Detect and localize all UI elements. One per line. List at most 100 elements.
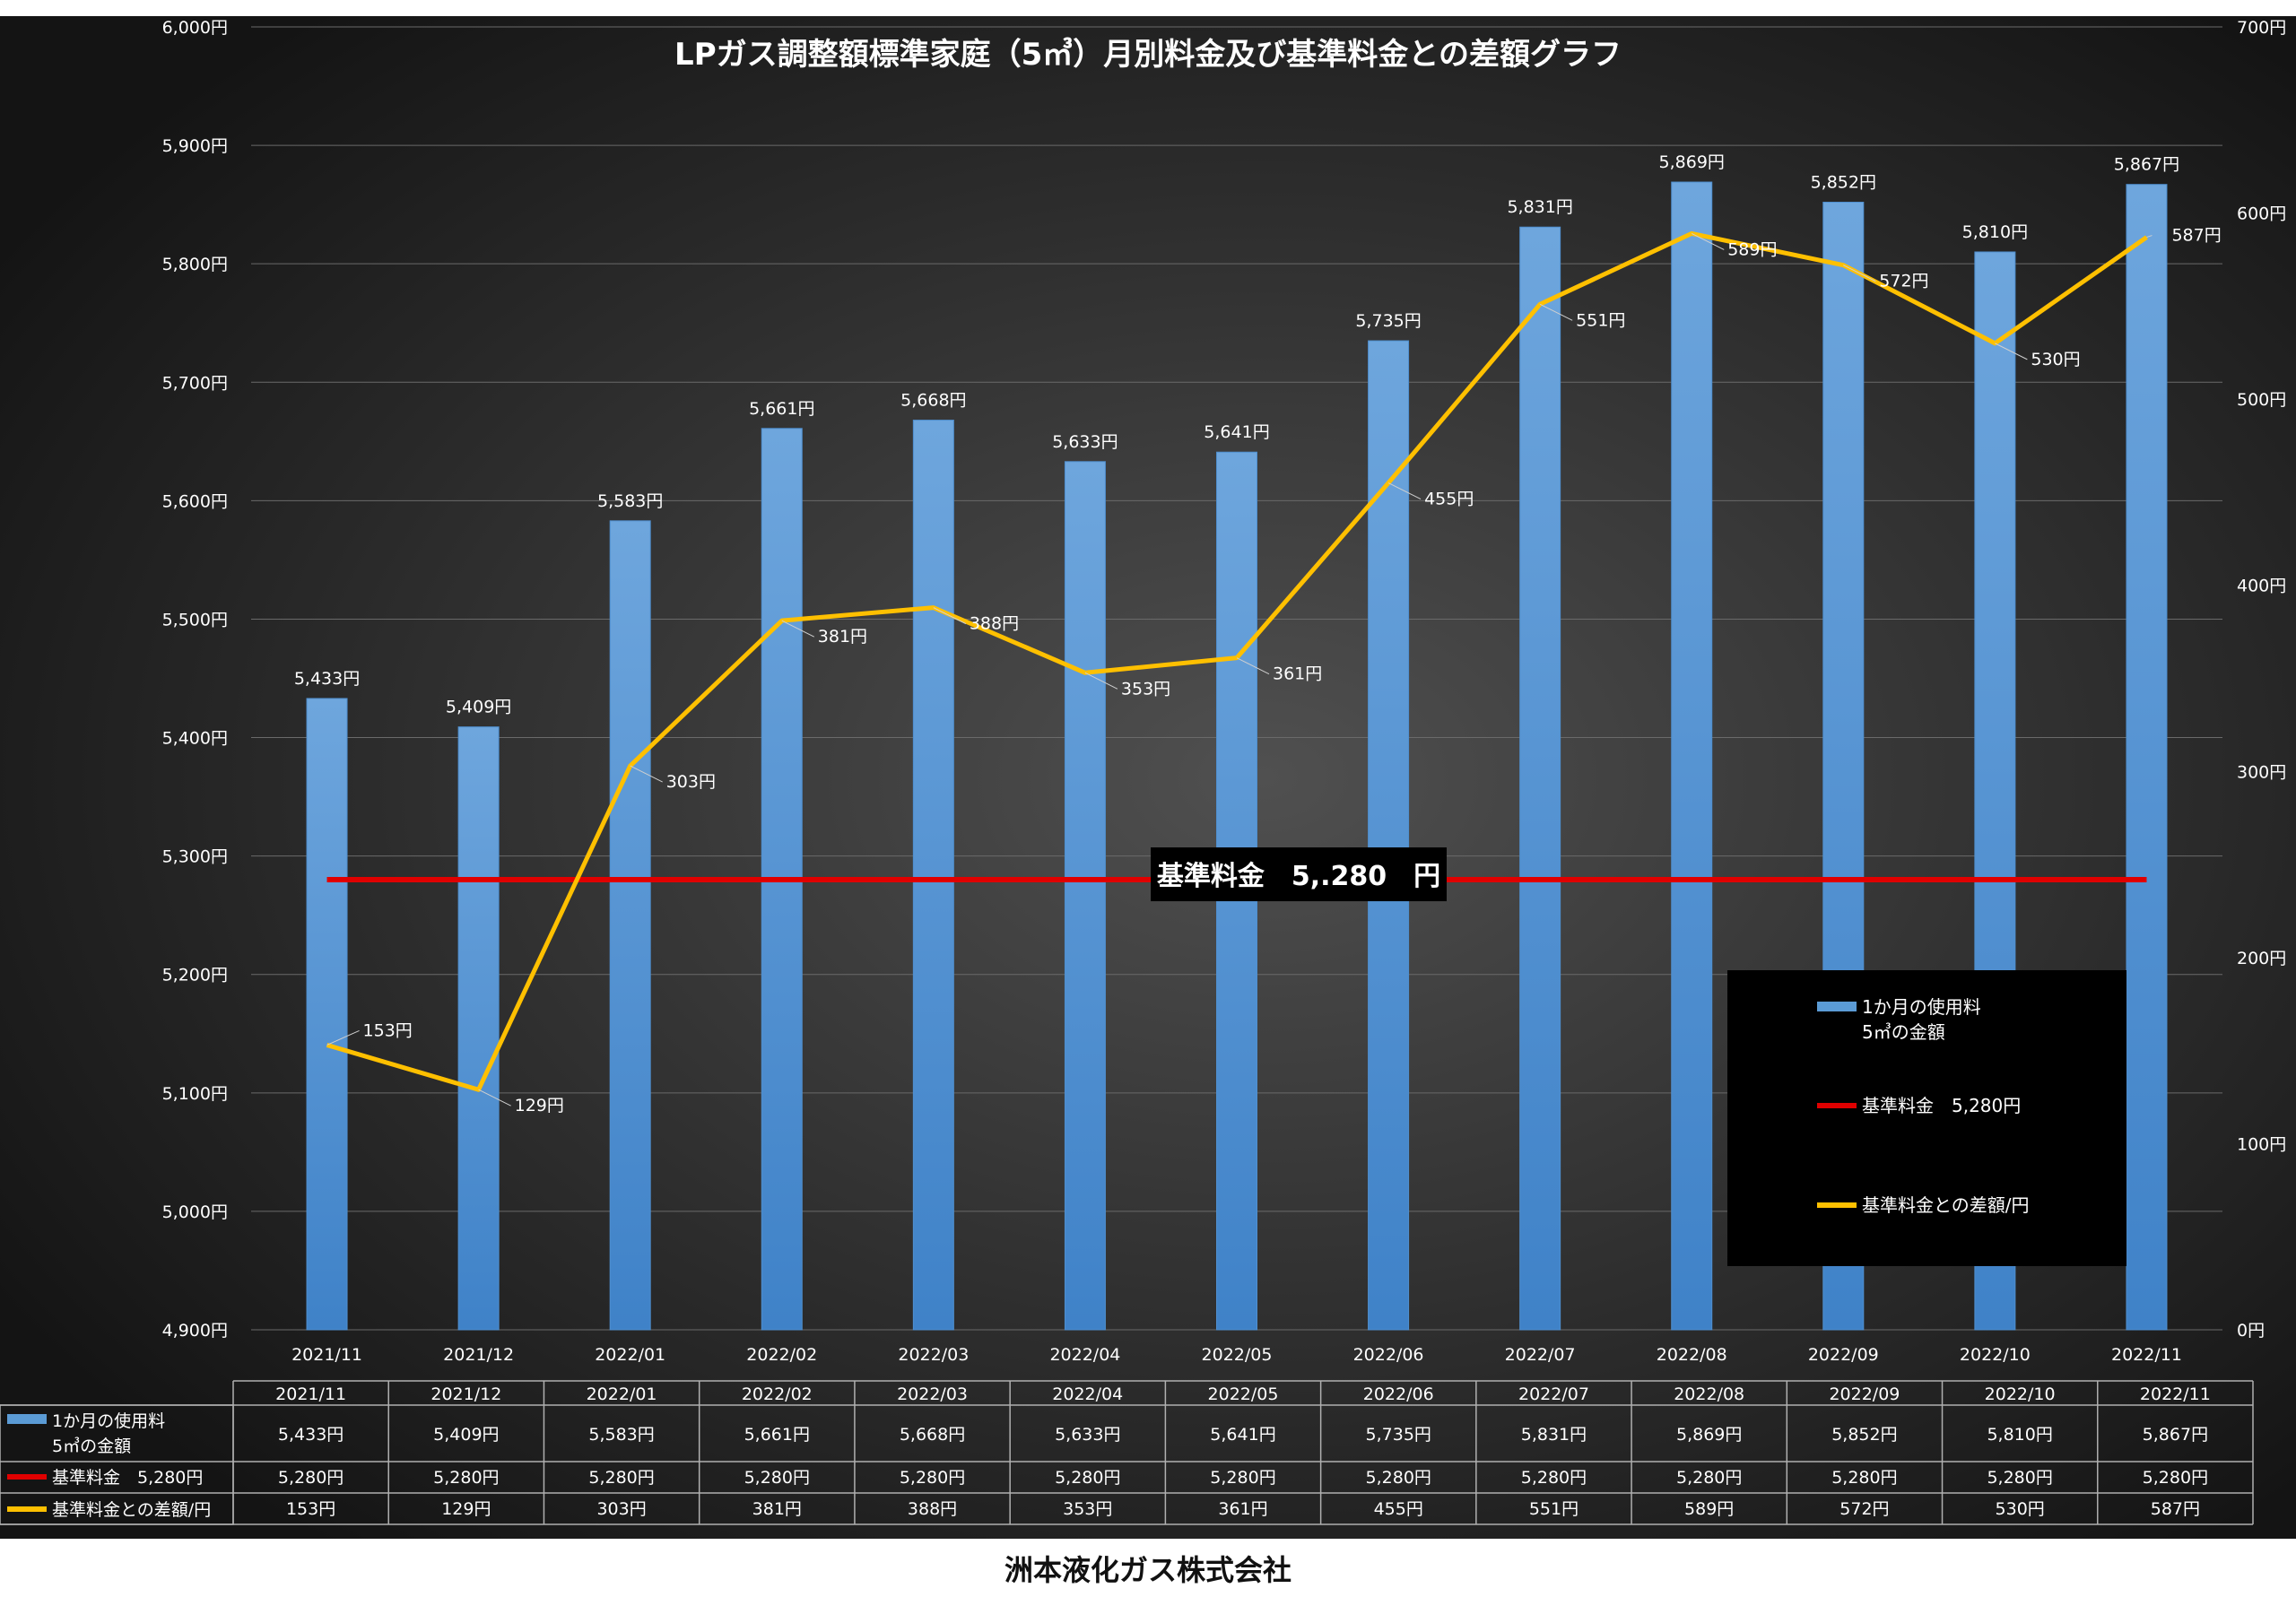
table-header-cell: 2022/09 xyxy=(1829,1384,1900,1404)
x-tick-label: 2022/07 xyxy=(1505,1345,1576,1365)
left-y-tick-label: 5,300円 xyxy=(162,847,228,867)
table-cell: 5,280円 xyxy=(1210,1468,1275,1488)
difference-data-label: 455円 xyxy=(1424,490,1474,509)
left-y-tick-label: 5,400円 xyxy=(162,729,228,749)
bar-data-label: 5,583円 xyxy=(597,491,663,511)
table-row-label-bar-line2: 5㎥の金額 xyxy=(52,1436,131,1456)
bar xyxy=(457,726,500,1331)
table-cell: 455円 xyxy=(1374,1499,1423,1519)
table-cell: 5,668円 xyxy=(900,1425,965,1445)
table-header-cell: 2022/08 xyxy=(1674,1384,1744,1404)
table-swatch-bar xyxy=(7,1414,47,1424)
legend-label-difference: 基準料金との差額/円 xyxy=(1862,1194,2030,1216)
leader-line xyxy=(933,607,967,625)
table-cell: 5,641円 xyxy=(1210,1425,1275,1445)
leader-line xyxy=(1084,672,1118,690)
legend-swatch-bar xyxy=(1817,1002,1857,1011)
right-y-tick-label: 0円 xyxy=(2237,1321,2265,1341)
table-row-label-base: 基準料金 5,280円 xyxy=(52,1468,203,1488)
difference-data-label: 353円 xyxy=(1121,679,1170,699)
leader-line xyxy=(326,1029,360,1046)
leader-line xyxy=(781,620,814,638)
right-y-tick-label: 400円 xyxy=(2237,577,2286,596)
table-cell: 551円 xyxy=(1529,1499,1578,1519)
annotation-text: 基準料金 5,.280 円 xyxy=(1157,861,1440,892)
right-y-tick-label: 700円 xyxy=(2237,18,2286,38)
table-cell: 153円 xyxy=(286,1499,335,1519)
bar xyxy=(2126,184,2168,1331)
left-y-axis: 4,900円 5,000円 5,100円 5,200円 5,300円 5,400円 5,50… xyxy=(162,18,228,1341)
difference-data-label: 572円 xyxy=(1879,272,1928,291)
table-cell: 5,280円 xyxy=(1676,1468,1742,1488)
x-tick-label: 2022/04 xyxy=(1049,1345,1120,1365)
bar xyxy=(1064,461,1106,1331)
bar-data-label: 5,433円 xyxy=(294,669,360,689)
bar-data-label: 5,661円 xyxy=(749,399,814,419)
right-y-tick-label: 600円 xyxy=(2237,204,2286,224)
table-header-cell: 2022/04 xyxy=(1052,1384,1123,1404)
difference-data-label: 388円 xyxy=(970,614,1019,634)
x-tick-label: 2022/08 xyxy=(1657,1345,1727,1365)
bar-data-label: 5,852円 xyxy=(1811,172,1876,192)
left-y-tick-label: 5,500円 xyxy=(162,610,228,629)
table-cell: 589円 xyxy=(1684,1499,1734,1519)
table-header-cell: 2022/03 xyxy=(897,1384,968,1404)
table-header-cell: 2022/07 xyxy=(1518,1384,1589,1404)
leader-line xyxy=(1387,482,1422,499)
table-cell: 587円 xyxy=(2151,1499,2200,1519)
table-cell: 5,280円 xyxy=(1987,1468,2052,1488)
bar xyxy=(306,698,348,1331)
table-cell: 5,280円 xyxy=(278,1468,344,1488)
leader-line xyxy=(1539,303,1573,321)
difference-data-label: 530円 xyxy=(2031,350,2080,369)
difference-data-label: 551円 xyxy=(1576,310,1625,330)
chart-title: LPガス調整額標準家庭（5㎥）月別料金及び基準料金との差額グラフ xyxy=(674,37,1622,73)
base-price-annotation: 基準料金 5,.280 円 xyxy=(1151,847,1447,902)
company-name: 洲本液化ガス株式会社 xyxy=(1004,1553,1292,1587)
x-axis: 2021/11 2021/12 2022/01 2022/02 2022/03 2022/… xyxy=(291,1345,2182,1365)
difference-data-label: 589円 xyxy=(1727,239,1777,259)
x-tick-label: 2021/12 xyxy=(443,1345,514,1365)
right-y-tick-label: 300円 xyxy=(2237,762,2286,782)
bar xyxy=(1519,226,1561,1331)
table-header-cell: 2022/06 xyxy=(1363,1384,1434,1404)
data-table: 2021/11 2021/12 2022/01 2022/02 2022/03 2022/… xyxy=(0,1380,2254,1525)
x-tick-label: 2022/09 xyxy=(1808,1345,1879,1365)
left-y-tick-label: 4,900円 xyxy=(162,1321,228,1341)
right-y-tick-label: 200円 xyxy=(2237,949,2286,968)
table-cell: 5,280円 xyxy=(1366,1468,1431,1488)
legend-label-bar-line2: 5㎥の金額 xyxy=(1862,1021,1945,1043)
bar-data-label: 5,831円 xyxy=(1507,197,1572,217)
table-header-cell: 2022/05 xyxy=(1208,1384,1279,1404)
table-cell: 5,433円 xyxy=(278,1425,344,1445)
difference-data-label: 129円 xyxy=(515,1096,564,1115)
left-y-tick-label: 6,000円 xyxy=(162,18,228,38)
left-y-tick-label: 5,200円 xyxy=(162,966,228,985)
difference-data-label: 587円 xyxy=(2171,226,2221,246)
leader-line xyxy=(1843,265,1876,282)
table-cell: 129円 xyxy=(441,1499,491,1519)
table-row-label-difference: 基準料金との差額/円 xyxy=(52,1500,211,1520)
bar xyxy=(1671,181,1713,1331)
table-header-cell: 2021/12 xyxy=(430,1384,501,1404)
right-y-axis: 0円 100円 200円 300円 400円 500円 600円 700円 xyxy=(2237,18,2286,1341)
annotation-box xyxy=(1151,847,1447,902)
table-cell: 5,735円 xyxy=(1366,1425,1431,1445)
table-cell: 5,280円 xyxy=(744,1468,810,1488)
bar-data-label: 5,810円 xyxy=(1962,222,2028,242)
x-tick-label: 2021/11 xyxy=(291,1345,362,1365)
table-cell: 5,583円 xyxy=(588,1425,654,1445)
difference-data-label: 153円 xyxy=(363,1020,413,1040)
right-y-tick-label: 500円 xyxy=(2237,390,2286,410)
table-header-cell: 2022/01 xyxy=(587,1384,657,1404)
bar-data-label: 5,409円 xyxy=(446,698,511,717)
table-cell: 5,280円 xyxy=(2143,1468,2208,1488)
leader-line xyxy=(630,765,663,783)
leader-line xyxy=(1692,232,1725,250)
left-y-tick-label: 5,100円 xyxy=(162,1084,228,1104)
bar-data-label: 5,641円 xyxy=(1204,422,1269,442)
table-row-label-bar: 1か月の使用料 xyxy=(52,1411,165,1431)
table-cell: 5,280円 xyxy=(1831,1468,1897,1488)
x-tick-label: 2022/01 xyxy=(595,1345,665,1365)
